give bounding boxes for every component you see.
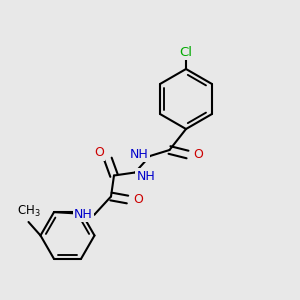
Text: O: O xyxy=(94,146,104,160)
Text: CH$_3$: CH$_3$ xyxy=(17,204,40,219)
Text: O: O xyxy=(193,148,203,161)
Text: Cl: Cl xyxy=(179,46,193,59)
Text: NH: NH xyxy=(136,169,155,183)
Text: NH: NH xyxy=(130,148,148,161)
Text: O: O xyxy=(133,193,143,206)
Text: NH: NH xyxy=(74,208,93,221)
